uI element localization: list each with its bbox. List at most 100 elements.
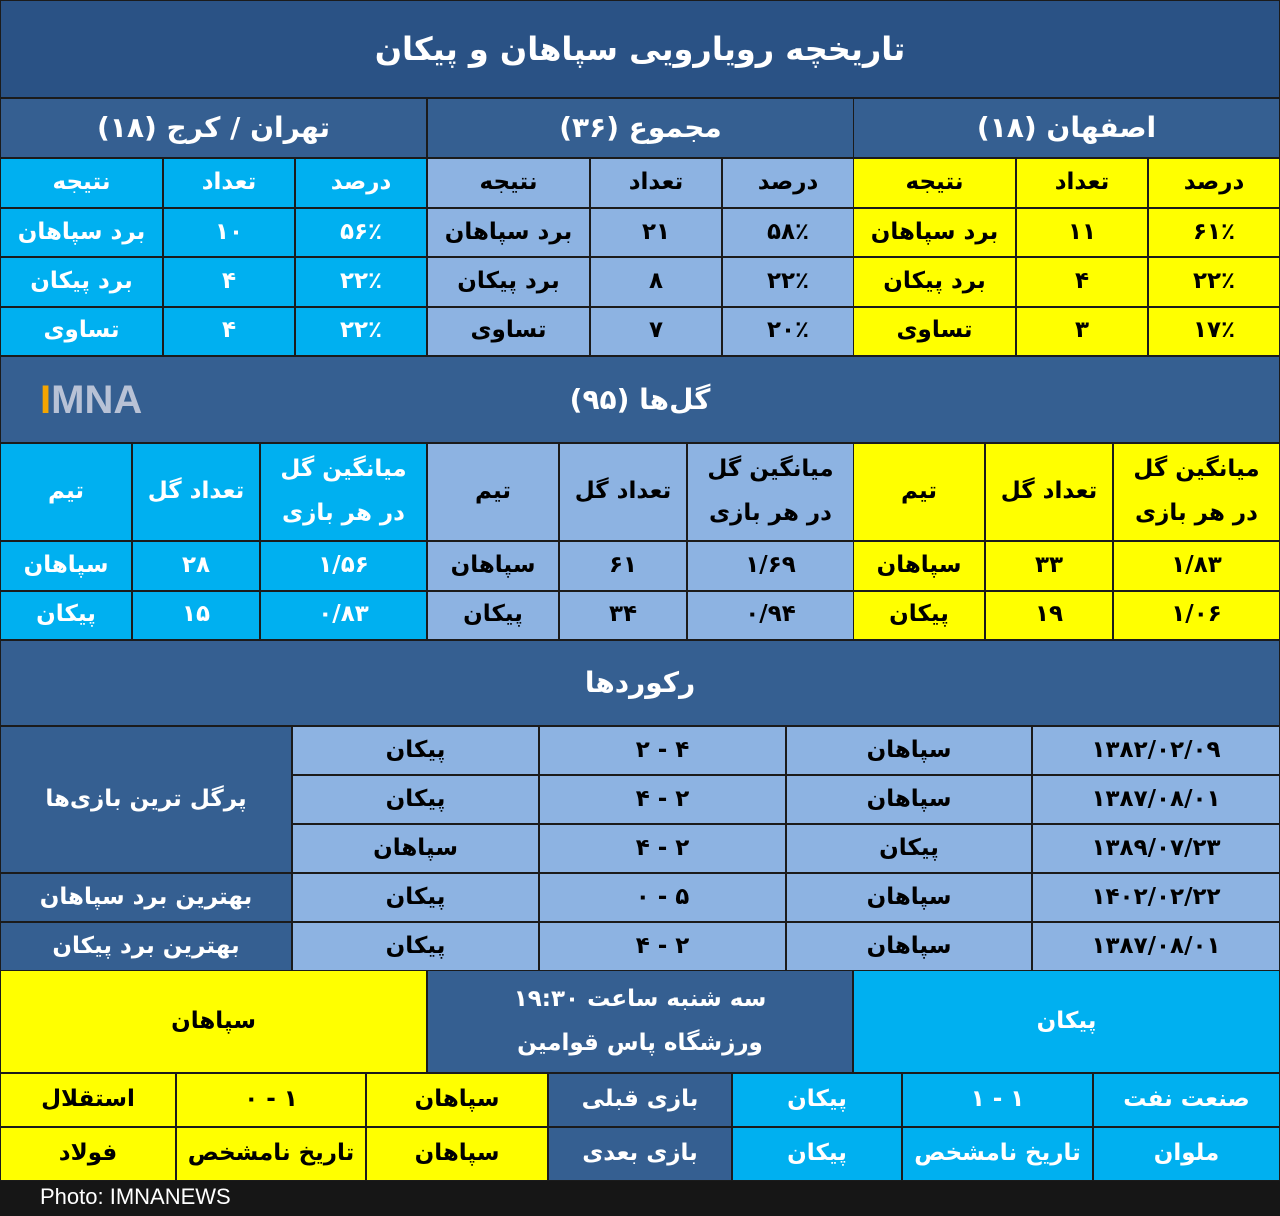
table-cell: برد پیکان [427, 257, 590, 307]
column-header: میانگین گل در هر بازی [260, 443, 427, 541]
column-header-text: تعداد گل [574, 478, 672, 505]
table-cell-text: ۲۲٪ [1192, 268, 1236, 295]
record-cell-text: ۴ - ۲ [635, 932, 690, 959]
table-cell-text: ۱۰ [214, 218, 244, 245]
record-cell: ۴ - ۲ [539, 775, 786, 824]
table-cell: ۳ [1016, 306, 1148, 356]
record-cell-text: ۴ - ۲ [635, 834, 690, 861]
record-cell: پیکان [786, 824, 1032, 873]
table-cell-text: ۷ [648, 317, 664, 344]
away-prev-cell-text: ۰ - ۱ [244, 1086, 298, 1113]
table-cell-text: تساوی [43, 317, 120, 344]
table-cell: ۳۴ [559, 590, 687, 640]
column-header-text: تعداد [201, 169, 257, 196]
record-cell-text: پیکان [879, 834, 939, 861]
table-cell: پیکان [427, 590, 559, 640]
group-title-tehran-text: تهران / کرج (۱۸) [96, 111, 331, 145]
column-header: درصد [1148, 158, 1280, 208]
column-header-text: نتیجه [905, 169, 964, 196]
table-cell: تساوی [853, 306, 1016, 356]
match-info-text: ورزشگاه پاس قوامین [517, 1029, 763, 1056]
column-header: تعداد [163, 158, 295, 208]
record-cell-text: ۱۴۰۲/۰۲/۲۲ [1091, 883, 1221, 910]
table-cell-text: سپاهان [23, 551, 109, 578]
table-cell-text: ۳ [1074, 317, 1090, 344]
table-cell: برد سپاهان [0, 208, 163, 258]
column-header-text: در هر بازی [709, 500, 832, 526]
column-header-text: در هر بازی [1135, 500, 1258, 526]
record-cell: سپاهان [786, 873, 1032, 922]
table-cell-text: برد سپاهان [17, 218, 146, 245]
group-title-tehran: تهران / کرج (۱۸) [0, 98, 427, 158]
table-cell: تساوی [0, 306, 163, 356]
table-cell: ۰/۹۴ [687, 590, 854, 640]
table-cell: سپاهان [853, 541, 985, 591]
table-cell-text: تساوی [470, 317, 547, 344]
home-next-cell-text: پیکان [787, 1140, 847, 1167]
table-cell-text: ۲۲٪ [766, 268, 810, 295]
goals-title: گل‌ها (۹۵) [0, 356, 1280, 443]
table-cell: ۸ [590, 257, 722, 307]
table-cell-text: ۱/۶۹ [745, 551, 796, 578]
record-cell: پیکان [292, 922, 539, 971]
table-cell: ۱۷٪ [1148, 306, 1280, 356]
table-cell: برد پیکان [0, 257, 163, 307]
column-header-text: درصد [1183, 169, 1245, 196]
table-cell: ۰/۸۳ [260, 590, 427, 640]
column-header: تعداد [1016, 158, 1148, 208]
record-cell: ۲ - ۴ [539, 726, 786, 775]
record-cell: سپاهان [786, 726, 1032, 775]
record-cell: پیکان [292, 873, 539, 922]
column-header-text: نتیجه [479, 169, 538, 196]
record-cell: ۴ - ۲ [539, 824, 786, 873]
column-header-text: میانگین گل [1133, 456, 1260, 483]
record-cell: سپاهان [786, 775, 1032, 824]
group-title-total: مجموع (۳۶) [427, 98, 854, 158]
record-cell-text: سپاهان [373, 834, 458, 861]
group-title-isfahan-text: اصفهان (۱۸) [976, 111, 1157, 145]
column-header: تیم [0, 443, 132, 541]
table-cell-text: ۸ [648, 268, 664, 295]
table-cell-text: ۴ [1074, 268, 1090, 295]
goals-title-text: گل‌ها (۹۵) [569, 382, 711, 416]
table-cell-text: ۵۶٪ [339, 218, 383, 245]
column-header: درصد [295, 158, 427, 208]
table-cell: سپاهان [0, 541, 132, 591]
table-cell: ۲۲٪ [722, 257, 854, 307]
record-cell-text: پیکان [385, 883, 446, 910]
table-cell-text: ۱/۰۶ [1171, 601, 1222, 628]
away-prev-cell-text: سپاهان [414, 1086, 500, 1113]
record-cell: ۴ - ۲ [539, 922, 786, 971]
column-header-text: تیم [900, 478, 938, 505]
table-cell: پیکان [0, 590, 132, 640]
table-cell: ۲۲٪ [1148, 257, 1280, 307]
away-prev-cell: استقلال [0, 1073, 176, 1127]
table-cell-text: ۱۷٪ [1192, 317, 1236, 344]
next-game-label-text: بازی بعدی [582, 1140, 698, 1167]
table-cell: ۳۳ [985, 541, 1113, 591]
table-cell: سپاهان [427, 541, 559, 591]
home-next-cell: پیکان [732, 1127, 902, 1181]
home-prev-cell-text: ۱ - ۱ [970, 1086, 1025, 1113]
table-cell: ۲۰٪ [722, 306, 854, 356]
column-header: میانگین گل در هر بازی [687, 443, 854, 541]
table-cell-text: ۱۵ [181, 601, 211, 628]
record-cell-text: سپاهان [866, 883, 952, 910]
record-cell-text: پیکان [385, 736, 446, 763]
table-cell-text: برد پیکان [30, 268, 133, 295]
record-cell: سپاهان [292, 824, 539, 873]
table-cell-text: سپاهان [876, 551, 962, 578]
table-cell-text: برد سپاهان [444, 218, 573, 245]
table-cell: ۱/۶۹ [687, 541, 854, 591]
table-cell: ۱/۰۶ [1113, 590, 1280, 640]
away-next-cell-text: تاریخ نامشخص [187, 1140, 355, 1167]
table-cell-text: ۲۲٪ [339, 317, 383, 344]
imna-logo: IMNA [40, 378, 143, 422]
table-cell: ۱۱ [1016, 208, 1148, 258]
away-prev-cell: سپاهان [366, 1073, 548, 1127]
records-title-text: رکوردها [584, 666, 696, 700]
column-header: تیم [853, 443, 985, 541]
table-cell-text: ۶۱٪ [1192, 218, 1236, 245]
table-cell: ۱۵ [132, 590, 260, 640]
table-cell-text: برد پیکان [883, 268, 986, 295]
